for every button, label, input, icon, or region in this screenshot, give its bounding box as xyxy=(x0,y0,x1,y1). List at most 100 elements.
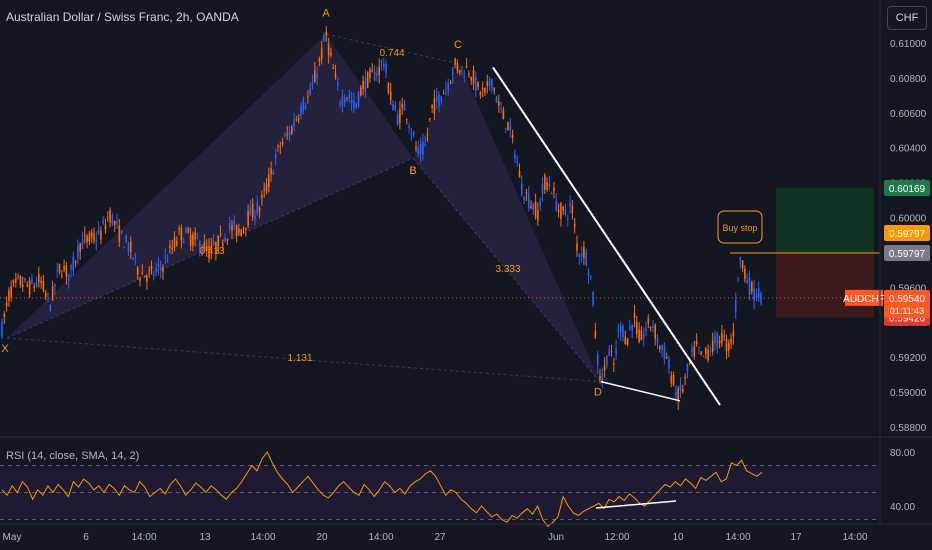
candle-body xyxy=(739,256,742,262)
candle-body xyxy=(670,375,673,384)
candle-body xyxy=(684,376,686,379)
candle-body xyxy=(468,73,470,76)
pattern-point-label: D xyxy=(594,387,602,399)
candle-body xyxy=(88,232,91,242)
y-tick-label: 0.61000 xyxy=(890,39,927,50)
candle-body xyxy=(63,265,65,271)
candle-body xyxy=(44,292,47,297)
candle-body xyxy=(284,134,286,136)
candle-body xyxy=(516,161,518,163)
candle-body xyxy=(394,104,397,110)
candle-body xyxy=(318,58,321,62)
x-tick-label: 14:00 xyxy=(368,532,393,543)
candle-body xyxy=(208,246,210,259)
candle-body xyxy=(555,200,558,211)
candle-body xyxy=(12,280,15,283)
candle-body xyxy=(417,147,420,154)
candle-body xyxy=(730,339,732,344)
candle-body xyxy=(732,331,735,337)
candle-body xyxy=(353,101,355,108)
candle-body xyxy=(415,146,417,149)
candle-body xyxy=(412,132,415,136)
candle-body xyxy=(442,93,445,95)
candle-body xyxy=(668,359,670,368)
candle-body xyxy=(350,99,353,103)
candle-body xyxy=(297,118,300,121)
candle-body xyxy=(316,73,318,78)
candle-body xyxy=(169,245,171,248)
candle-body xyxy=(523,196,525,201)
candle-body xyxy=(295,119,298,121)
candle-body xyxy=(235,225,238,237)
candle-body xyxy=(596,354,599,366)
currency-button[interactable]: CHF xyxy=(887,6,927,30)
candle-body xyxy=(385,64,387,74)
candle-body xyxy=(288,130,291,136)
candle-body xyxy=(546,182,548,190)
candle-body xyxy=(608,349,610,356)
x-tick-label: 20 xyxy=(316,532,328,543)
candle-body xyxy=(619,324,622,333)
candle-body xyxy=(431,104,433,109)
candle-body xyxy=(373,71,376,81)
stop-loss-tag: 0.59426 xyxy=(889,314,926,325)
candle-body xyxy=(387,83,390,93)
candle-body xyxy=(67,274,70,281)
candle-body xyxy=(702,355,705,357)
candle-body xyxy=(127,243,130,253)
candle-body xyxy=(222,243,224,247)
candle-body xyxy=(645,328,647,332)
symbol-tag: AUDCHF xyxy=(843,294,885,305)
candle-body xyxy=(511,134,514,139)
x-tick-label: 14:00 xyxy=(725,532,750,543)
candle-body xyxy=(663,345,666,360)
candle-body xyxy=(281,142,284,145)
y-tick-label: 0.58800 xyxy=(890,423,927,434)
candle-body xyxy=(113,221,116,226)
candle-body xyxy=(626,338,629,345)
candle-body xyxy=(240,229,242,237)
candle-body xyxy=(737,278,739,280)
harmonic-dashed-line xyxy=(6,157,414,339)
candle-body xyxy=(325,31,328,36)
candle-body xyxy=(751,282,753,292)
candle-body xyxy=(638,329,640,343)
candle-body xyxy=(659,346,661,350)
candle-body xyxy=(748,277,751,295)
candle-body xyxy=(652,327,654,329)
take-profit-zone xyxy=(776,188,874,253)
candle-body xyxy=(447,83,449,91)
candle-body xyxy=(613,363,615,365)
candle-body xyxy=(429,118,431,120)
candle-body xyxy=(15,278,17,283)
candle-body xyxy=(139,279,141,281)
candle-body xyxy=(217,235,219,252)
candle-body xyxy=(254,216,256,219)
rsi-divergence-line xyxy=(595,500,677,509)
candle-body xyxy=(672,375,675,385)
candle-body xyxy=(518,170,521,178)
candle-body xyxy=(3,313,6,318)
candle-body xyxy=(136,267,139,275)
candle-body xyxy=(557,210,560,212)
candle-body xyxy=(488,79,491,87)
current-level-tag-bg xyxy=(884,244,930,261)
rsi-line xyxy=(1,451,763,528)
candle-body xyxy=(146,276,148,282)
candle-body xyxy=(247,210,249,226)
candle-body xyxy=(500,108,502,111)
candle-body xyxy=(118,225,121,242)
candle-body xyxy=(369,69,371,79)
candle-body xyxy=(576,243,578,251)
candle-body xyxy=(272,171,275,175)
candle-body xyxy=(19,276,22,286)
candle-body xyxy=(155,268,157,271)
candle-body xyxy=(686,363,689,372)
candle-body xyxy=(97,229,100,234)
y-tick-label: 0.60800 xyxy=(890,74,927,85)
candle-body xyxy=(564,209,567,215)
candle-body xyxy=(424,144,426,146)
candle-body xyxy=(410,134,413,136)
candle-body xyxy=(682,388,684,392)
